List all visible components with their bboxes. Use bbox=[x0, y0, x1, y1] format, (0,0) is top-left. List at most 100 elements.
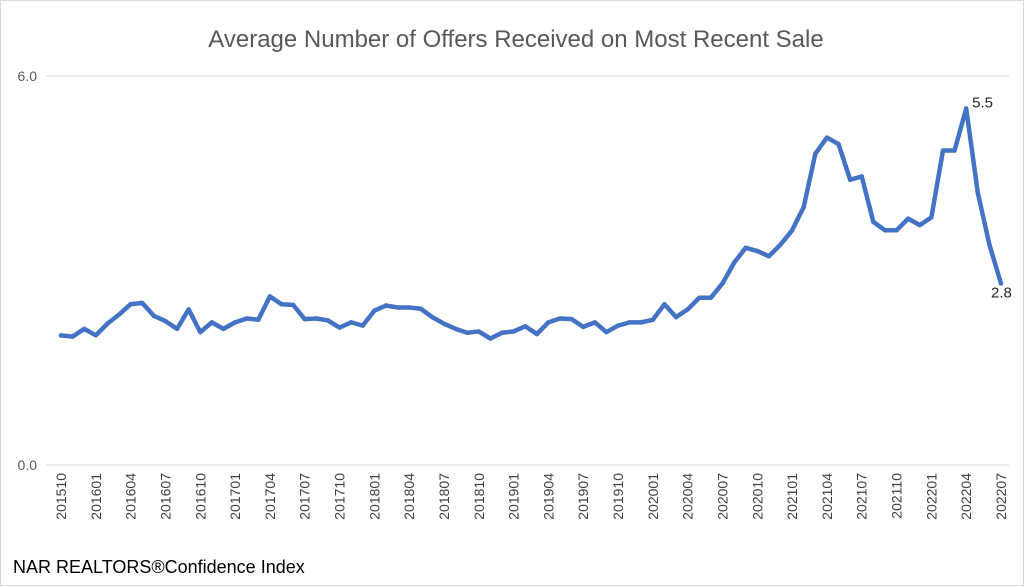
data-point bbox=[929, 215, 934, 220]
data-point bbox=[801, 204, 806, 210]
gridlines bbox=[46, 75, 1009, 466]
data-point bbox=[406, 305, 412, 310]
data-point bbox=[592, 320, 598, 325]
x-tick-label: 201604 bbox=[123, 473, 139, 520]
x-tick-label: 202110 bbox=[889, 473, 905, 519]
x-tick-label: 202107 bbox=[854, 473, 870, 520]
x-tick-label: 202201 bbox=[923, 473, 939, 520]
data-point bbox=[662, 302, 667, 307]
x-tick-label: 201807 bbox=[436, 473, 452, 520]
data-point bbox=[673, 314, 679, 320]
data-point bbox=[290, 302, 296, 308]
data-point bbox=[871, 219, 876, 225]
data-point bbox=[70, 334, 75, 339]
data-point bbox=[708, 295, 714, 300]
data-point bbox=[650, 317, 656, 322]
data-point bbox=[372, 308, 377, 313]
data-point bbox=[209, 320, 215, 325]
data-point bbox=[557, 316, 563, 321]
data-point bbox=[256, 317, 261, 322]
x-tick-label: 202207 bbox=[993, 473, 1009, 520]
data-point bbox=[383, 303, 389, 308]
data-point bbox=[859, 174, 864, 179]
data-point bbox=[952, 148, 957, 153]
x-tick-label: 202204 bbox=[958, 473, 974, 520]
data-point bbox=[940, 148, 946, 153]
data-point bbox=[615, 323, 621, 328]
data-point bbox=[720, 281, 725, 286]
data-point bbox=[93, 333, 99, 338]
data-point bbox=[163, 318, 168, 324]
data-label: 5.5 bbox=[972, 94, 993, 111]
x-tick-label: 201907 bbox=[575, 473, 591, 520]
x-axis-tick-labels: 201510 201601 201604 201607 201610 201701 2017… bbox=[53, 473, 1009, 520]
data-point bbox=[697, 295, 702, 300]
data-point bbox=[198, 329, 203, 335]
x-tick-label: 201707 bbox=[297, 473, 313, 520]
x-tick-label: 201610 bbox=[192, 473, 208, 520]
data-point bbox=[58, 333, 64, 338]
data-point bbox=[731, 260, 737, 265]
y-axis-tick-labels: 0.0 6.0 bbox=[18, 68, 38, 473]
data-point bbox=[232, 320, 238, 325]
x-tick-label: 201704 bbox=[262, 473, 278, 520]
data-point bbox=[348, 320, 354, 325]
data-point bbox=[581, 324, 586, 330]
data-point bbox=[569, 316, 574, 322]
data-point bbox=[82, 326, 87, 332]
data-point bbox=[116, 312, 122, 317]
data-point bbox=[267, 294, 273, 299]
data-point bbox=[430, 314, 435, 320]
data-point bbox=[395, 305, 400, 310]
data-point bbox=[441, 321, 447, 326]
data-point bbox=[905, 216, 911, 221]
data-point bbox=[105, 321, 110, 326]
data-point bbox=[499, 330, 505, 335]
data-point bbox=[639, 320, 644, 325]
data-label: 2.8 bbox=[991, 284, 1012, 301]
x-tick-label: 201701 bbox=[227, 473, 243, 520]
x-tick-label: 202004 bbox=[680, 473, 696, 520]
data-point bbox=[778, 242, 783, 247]
data-point bbox=[627, 320, 632, 325]
data-point bbox=[975, 190, 980, 195]
data-point bbox=[128, 302, 133, 307]
data-point bbox=[302, 316, 307, 322]
data-point bbox=[186, 307, 191, 312]
x-tick-label: 201904 bbox=[540, 473, 556, 520]
data-point bbox=[488, 336, 493, 341]
data-point bbox=[360, 323, 365, 328]
data-point bbox=[522, 324, 528, 329]
data-point bbox=[836, 141, 841, 147]
x-tick-label: 201901 bbox=[506, 473, 522, 520]
data-point bbox=[418, 306, 423, 311]
data-point bbox=[894, 228, 899, 233]
source-caption: NAR REALTORS®Confidence Index bbox=[13, 557, 305, 577]
data-point bbox=[824, 135, 830, 140]
data-point bbox=[847, 177, 853, 182]
x-tick-label: 202104 bbox=[819, 473, 835, 520]
x-tick-label: 201510 bbox=[53, 473, 69, 520]
data-point bbox=[244, 316, 249, 321]
data-point bbox=[685, 307, 690, 312]
data-point bbox=[174, 326, 180, 332]
data-point bbox=[998, 281, 1004, 286]
data-point bbox=[279, 302, 284, 307]
data-point bbox=[151, 313, 157, 319]
series-line bbox=[58, 106, 1004, 341]
x-tick-label: 202007 bbox=[714, 473, 730, 520]
x-tick-label: 201810 bbox=[471, 473, 487, 520]
data-point bbox=[766, 254, 772, 259]
x-tick-label: 201801 bbox=[366, 473, 382, 520]
data-point bbox=[813, 151, 818, 156]
x-tick-label: 202101 bbox=[784, 473, 800, 520]
data-point bbox=[755, 248, 760, 254]
data-point bbox=[476, 329, 481, 334]
data-point bbox=[511, 329, 516, 334]
data-point bbox=[789, 228, 795, 233]
data-point bbox=[743, 245, 748, 251]
data-point bbox=[221, 326, 226, 332]
data-point bbox=[140, 300, 145, 306]
data-point bbox=[963, 106, 969, 111]
